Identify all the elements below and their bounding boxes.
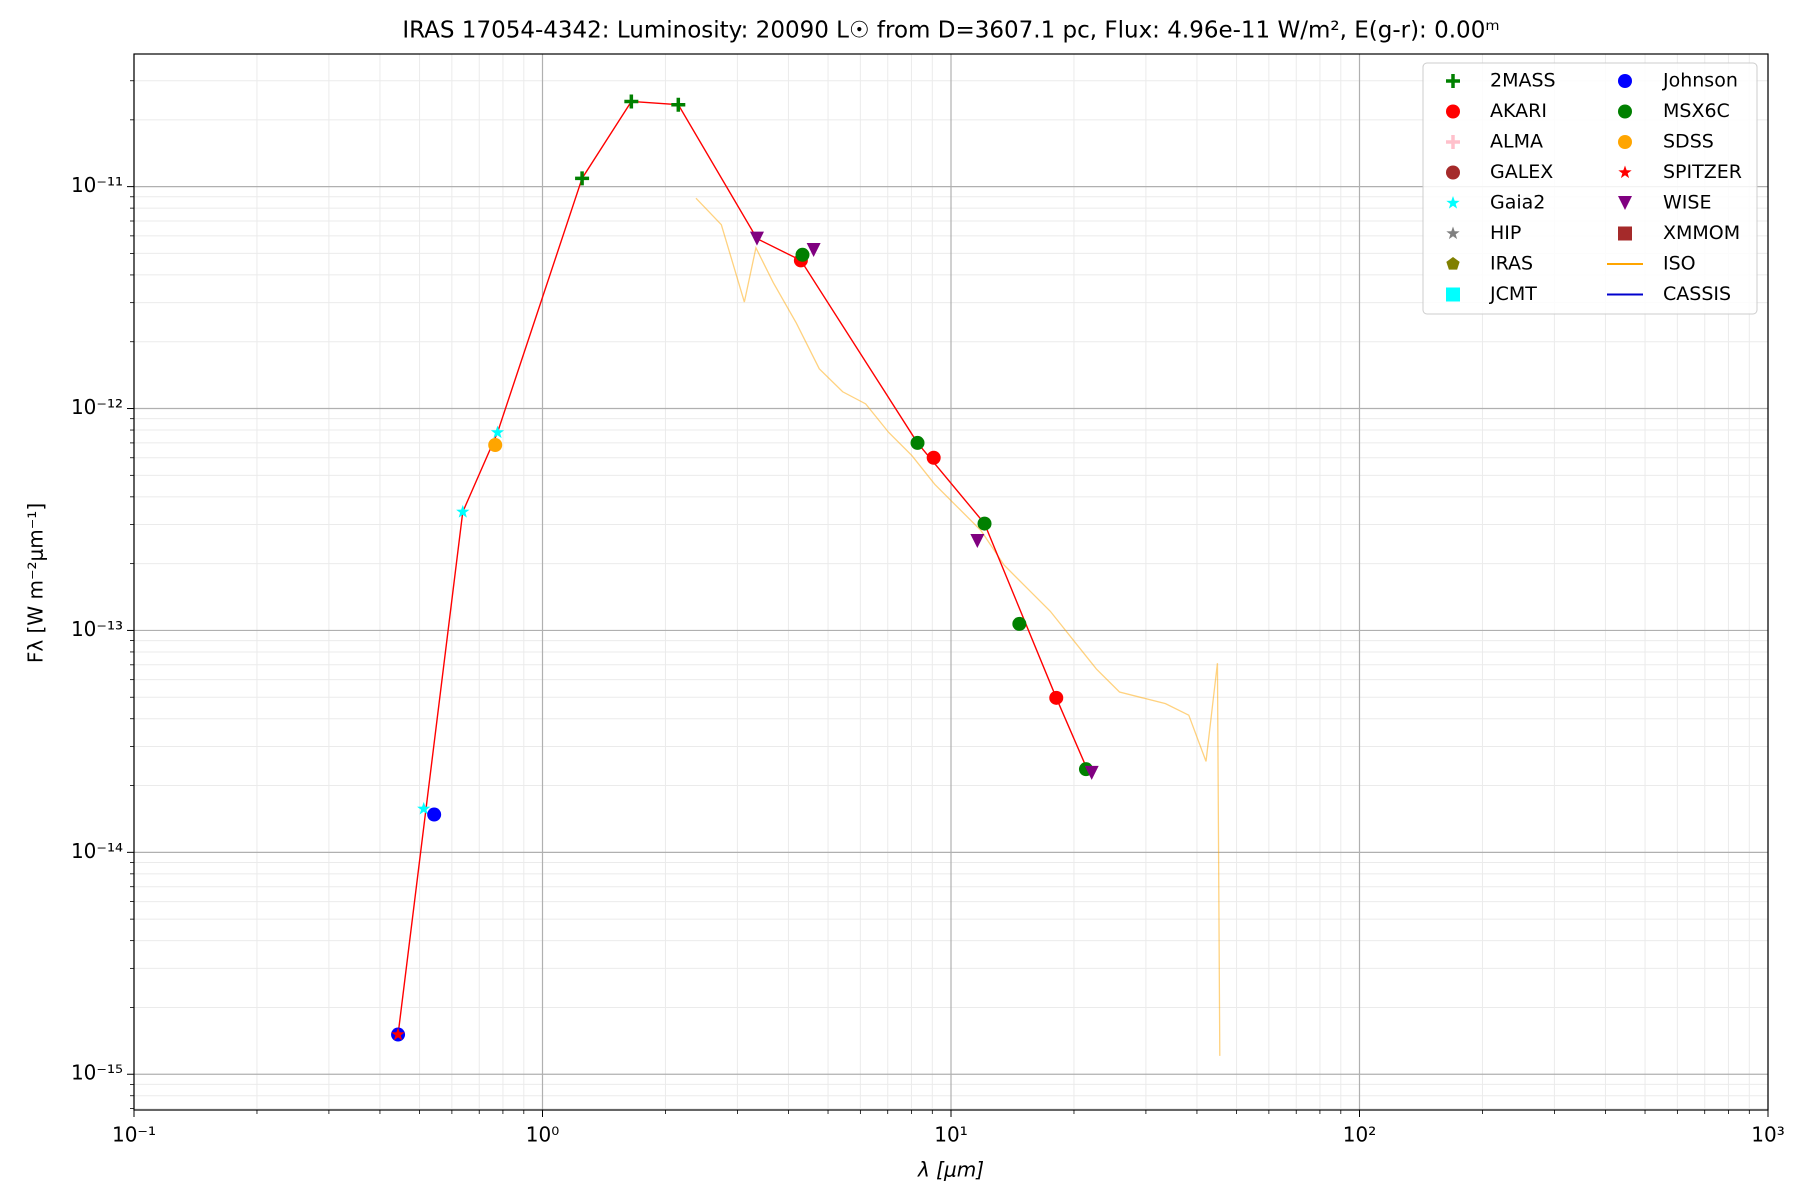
legend-label: IRAS <box>1490 253 1533 275</box>
legend-label: XMMOM <box>1663 222 1740 244</box>
marker <box>1012 616 1027 631</box>
legend-label: HIP <box>1490 222 1521 244</box>
legend-marker <box>1446 74 1460 88</box>
marker <box>749 231 764 246</box>
marker <box>910 435 925 450</box>
legend-label: ALMA <box>1490 131 1543 153</box>
axes: 10⁻¹ 10⁰ 10¹ 10² 10³ 10⁻¹⁵ 10⁻¹⁴ 10⁻¹³ 10⁻¹² 10⁻¹… <box>71 80 1785 1147</box>
legend-marker <box>1446 257 1460 270</box>
legend-label: JCMT <box>1489 283 1537 305</box>
marker <box>671 97 686 112</box>
marker <box>488 437 503 452</box>
legend-marker <box>1446 226 1460 240</box>
legend-label: SPITZER <box>1663 161 1742 183</box>
legend-label: MSX6C <box>1663 100 1730 122</box>
marker <box>1084 765 1099 780</box>
legend-marker <box>1618 226 1632 241</box>
marker <box>970 533 985 548</box>
y-tick-label: 10⁻¹⁴ <box>71 839 123 863</box>
legend-label: WISE <box>1663 192 1711 214</box>
legend: 2MASS AKARI ALMA GALEX Gaia2 HIP IRAS JCMT Johns… <box>1422 62 1758 315</box>
legend-label: Gaia2 <box>1490 192 1545 214</box>
legend-marker <box>1618 104 1632 119</box>
legend-marker <box>1446 104 1460 119</box>
chart-title: IRAS 17054-4342: Luminosity: 20090 L☉ fr… <box>402 18 1499 44</box>
y-axis-label: Fλ [W m⁻²μm⁻¹] <box>24 503 48 663</box>
legend-marker <box>1618 135 1632 149</box>
x-tick-label: 10⁻¹ <box>112 1123 156 1147</box>
legend-label: SDSS <box>1663 131 1714 153</box>
legend-marker <box>1446 196 1460 209</box>
marker <box>427 807 442 822</box>
y-tick-label: 10⁻¹¹ <box>71 173 123 197</box>
legend-label: GALEX <box>1490 161 1553 183</box>
legend-frame <box>1422 62 1758 315</box>
marker <box>575 171 590 186</box>
x-tick-label: 10⁰ <box>526 1123 559 1147</box>
marker <box>806 243 821 258</box>
y-tick-label: 10⁻¹⁵ <box>71 1061 123 1085</box>
x-axis-label: λ [μm] <box>917 1158 984 1182</box>
legend-marker <box>1618 165 1632 179</box>
legend-label: Johnson <box>1662 70 1738 92</box>
legend-label: AKARI <box>1490 100 1547 122</box>
plot-area <box>391 94 1221 1056</box>
marker <box>391 1027 405 1041</box>
y-tick-label: 10⁻¹³ <box>71 617 123 641</box>
x-tick-label: 10³ <box>1751 1123 1784 1147</box>
legend-label: CASSIS <box>1663 283 1731 305</box>
legend-label: 2MASS <box>1490 70 1556 92</box>
marker <box>795 247 810 262</box>
legend-label: ISO <box>1663 253 1696 275</box>
legend-marker <box>1618 74 1632 88</box>
grid <box>133 54 1769 1110</box>
legend-marker <box>1618 196 1632 210</box>
marker <box>926 450 941 465</box>
marker <box>977 516 992 531</box>
marker <box>417 801 431 815</box>
legend-marker <box>1446 287 1460 302</box>
legend-marker <box>1446 135 1460 149</box>
x-tick-label: 10¹ <box>934 1123 967 1147</box>
y-tick-label: 10⁻¹² <box>71 395 123 419</box>
spectrum-line <box>695 197 1221 1056</box>
marker <box>1049 690 1064 705</box>
marker <box>456 504 470 518</box>
x-tick-label: 10² <box>1343 1123 1376 1147</box>
marker <box>624 94 639 109</box>
legend-marker <box>1446 165 1460 180</box>
marker <box>490 425 505 439</box>
